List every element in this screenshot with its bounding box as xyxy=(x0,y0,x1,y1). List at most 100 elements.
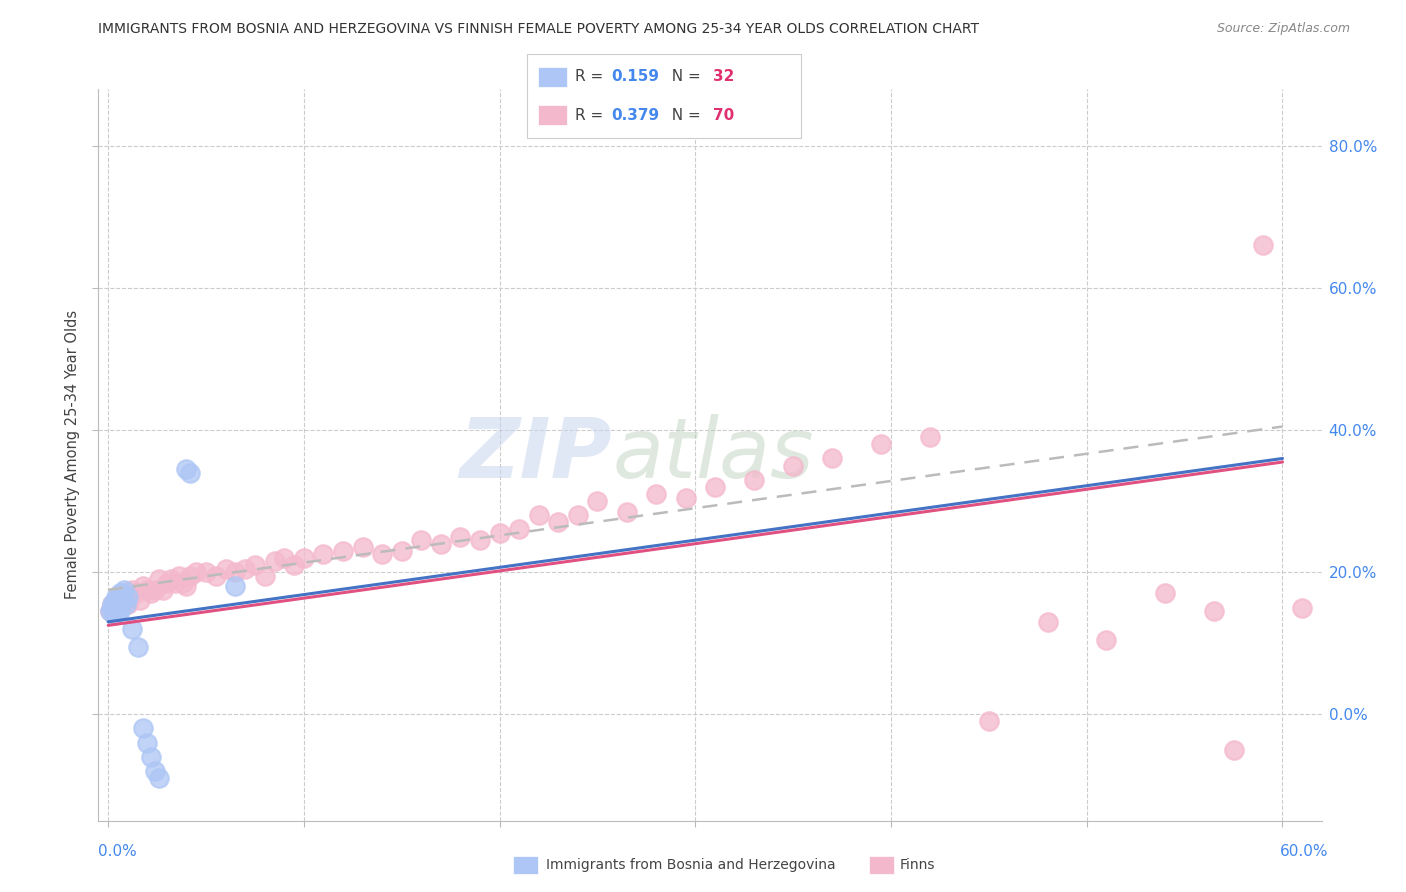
Point xyxy=(121,582,143,597)
Point xyxy=(352,540,374,554)
Text: 0.0%: 0.0% xyxy=(98,845,138,859)
Point xyxy=(101,597,124,611)
Point xyxy=(112,593,135,607)
Point xyxy=(176,462,198,476)
Point xyxy=(332,543,354,558)
Point xyxy=(141,586,163,600)
Point xyxy=(148,771,170,785)
Point xyxy=(107,604,129,618)
Point xyxy=(111,590,134,604)
Point xyxy=(132,722,155,736)
Point xyxy=(111,586,134,600)
Point xyxy=(1251,238,1274,252)
Point xyxy=(143,764,166,778)
Point xyxy=(253,568,276,582)
Point xyxy=(108,586,131,600)
Point xyxy=(870,437,893,451)
Point xyxy=(136,582,159,597)
Point xyxy=(1036,615,1059,629)
Point xyxy=(179,568,201,582)
Point xyxy=(105,590,128,604)
Point xyxy=(195,565,218,579)
Point xyxy=(527,508,550,523)
Point xyxy=(186,565,208,579)
Point xyxy=(128,593,150,607)
Point xyxy=(127,640,149,654)
Point xyxy=(273,550,295,565)
Point xyxy=(1222,742,1244,756)
Point xyxy=(112,593,135,607)
Point xyxy=(108,604,131,618)
Point xyxy=(1154,586,1177,600)
Point xyxy=(148,572,170,586)
Point xyxy=(105,597,128,611)
Point xyxy=(508,523,530,537)
Point xyxy=(1202,604,1225,618)
Text: 0.159: 0.159 xyxy=(612,70,659,84)
Point xyxy=(283,558,305,572)
Point xyxy=(920,430,942,444)
Point xyxy=(117,590,139,604)
Point xyxy=(108,590,131,604)
Point xyxy=(141,749,163,764)
Point xyxy=(111,586,134,600)
Point xyxy=(163,575,186,590)
Point xyxy=(176,579,198,593)
Point xyxy=(108,593,131,607)
Point xyxy=(101,597,124,611)
Point xyxy=(371,547,394,561)
Text: IMMIGRANTS FROM BOSNIA AND HERZEGOVINA VS FINNISH FEMALE POVERTY AMONG 25-34 YEA: IMMIGRANTS FROM BOSNIA AND HERZEGOVINA V… xyxy=(98,22,980,37)
Point xyxy=(1095,632,1118,647)
Point xyxy=(121,622,143,636)
Point xyxy=(488,526,510,541)
Point xyxy=(224,579,246,593)
Point xyxy=(103,600,125,615)
Point xyxy=(107,597,129,611)
Point xyxy=(547,516,569,530)
Y-axis label: Female Poverty Among 25-34 Year Olds: Female Poverty Among 25-34 Year Olds xyxy=(65,310,80,599)
Point xyxy=(450,530,472,544)
Point xyxy=(107,593,129,607)
Point xyxy=(243,558,266,572)
Point xyxy=(292,550,315,565)
Point xyxy=(136,735,159,749)
Point xyxy=(391,543,413,558)
Point xyxy=(214,561,236,575)
Text: 60.0%: 60.0% xyxy=(1281,845,1329,859)
Point xyxy=(107,590,129,604)
Point xyxy=(224,565,246,579)
Point xyxy=(167,568,190,582)
Point xyxy=(233,561,256,575)
Text: 0.379: 0.379 xyxy=(612,108,659,122)
Point xyxy=(152,582,174,597)
Point xyxy=(179,466,201,480)
Text: Immigrants from Bosnia and Herzegovina: Immigrants from Bosnia and Herzegovina xyxy=(546,858,835,872)
Point xyxy=(114,593,136,607)
Point xyxy=(821,451,844,466)
Text: Finns: Finns xyxy=(900,858,935,872)
Point xyxy=(117,597,139,611)
Point xyxy=(105,593,128,607)
Text: ZIP: ZIP xyxy=(460,415,612,495)
Text: N =: N = xyxy=(662,108,706,122)
Text: atlas: atlas xyxy=(612,415,814,495)
Point xyxy=(782,458,804,473)
Point xyxy=(586,494,609,508)
Point xyxy=(645,487,668,501)
Point xyxy=(411,533,433,548)
Point xyxy=(124,586,146,600)
Text: 70: 70 xyxy=(713,108,734,122)
Point xyxy=(112,582,135,597)
Point xyxy=(263,554,285,568)
Point xyxy=(172,575,194,590)
Point xyxy=(98,604,121,618)
Point xyxy=(101,600,124,615)
Point xyxy=(132,579,155,593)
Text: Source: ZipAtlas.com: Source: ZipAtlas.com xyxy=(1216,22,1350,36)
Point xyxy=(430,537,453,551)
Text: 32: 32 xyxy=(713,70,734,84)
Point xyxy=(1291,600,1313,615)
Point xyxy=(160,572,183,586)
Point xyxy=(107,597,129,611)
Point xyxy=(114,597,136,611)
